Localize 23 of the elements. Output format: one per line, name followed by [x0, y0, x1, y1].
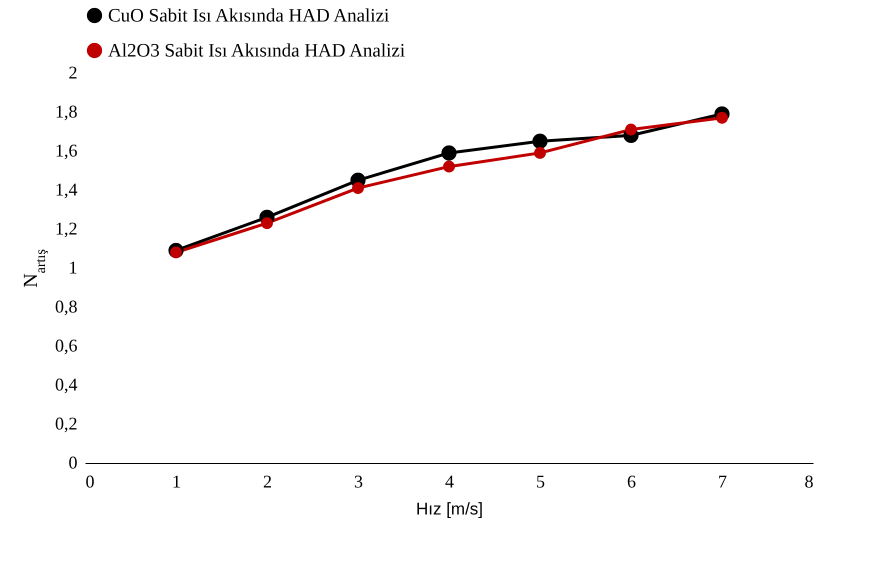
y-tick-label: 0,4: [55, 374, 78, 394]
x-axis-title: Hız [m/s]: [416, 500, 484, 518]
x-tick-label: 1: [172, 472, 181, 492]
y-tick-label: 0,8: [55, 296, 78, 316]
legend-label: CuO Sabit Isı Akısında HAD Analizi: [108, 6, 390, 26]
y-tick-label: 1,2: [55, 218, 78, 238]
x-tick-label: 7: [718, 472, 727, 492]
x-tick-label: 5: [536, 472, 545, 492]
x-tick-label: 4: [445, 472, 454, 492]
y-tick-label: 1,4: [55, 180, 78, 200]
y-tick-label: 1: [68, 258, 78, 278]
y-tick-label: 0,2: [55, 414, 78, 434]
x-tick-label: 8: [804, 472, 814, 492]
legend-label: Al2O3 Sabit Isı Akısında HAD Analizi: [108, 40, 406, 62]
y-tick-label: 1,8: [55, 102, 78, 122]
y-tick-label: 1,6: [55, 140, 78, 160]
x-tick-label: 3: [354, 472, 363, 492]
y-tick-label: 2: [68, 62, 78, 82]
x-tick-label: 0: [86, 472, 94, 492]
x-tick-label: 6: [627, 472, 636, 492]
y-tick-label: 0,6: [55, 336, 78, 356]
x-tick-label: 2: [263, 472, 272, 492]
y-tick-label: 0: [68, 452, 78, 472]
